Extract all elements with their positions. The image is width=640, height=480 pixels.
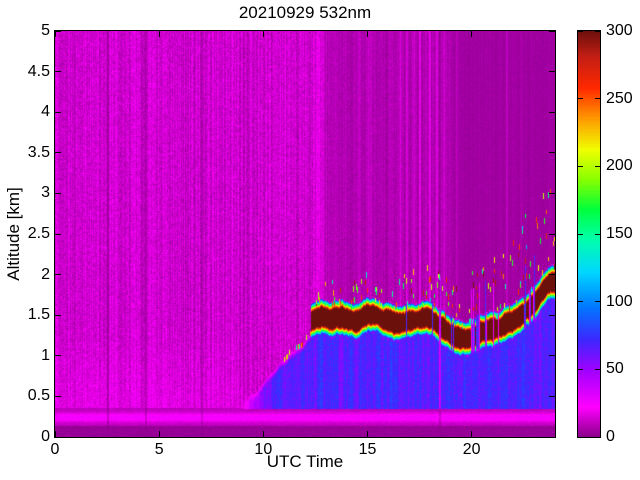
y-tick-label: 4 bbox=[41, 103, 50, 121]
y-tick-label: 2 bbox=[41, 265, 50, 283]
y-tick-label: 0 bbox=[41, 428, 50, 445]
x-tick-label: 20 bbox=[462, 441, 481, 458]
colorbar-tick-label: 0 bbox=[606, 428, 615, 445]
y-tick-label: 0.5 bbox=[27, 387, 50, 405]
colorbar-tick-label: 150 bbox=[606, 225, 633, 242]
x-tick-label: 5 bbox=[154, 441, 164, 458]
colorbar-tick-label: 50 bbox=[606, 360, 624, 378]
heatmap-canvas bbox=[55, 31, 555, 437]
x-tick-label: 15 bbox=[358, 441, 377, 458]
colorbar-tick-label: 250 bbox=[606, 89, 633, 107]
y-tick-label: 3 bbox=[41, 184, 50, 202]
y-tick-label: 1.5 bbox=[27, 306, 50, 324]
colorbar bbox=[577, 30, 601, 438]
y-tick-label: 3.5 bbox=[27, 143, 50, 161]
y-tick-label: 2.5 bbox=[27, 225, 50, 242]
x-tick-label: 0 bbox=[50, 441, 60, 458]
y-tick-label: 4.5 bbox=[27, 62, 50, 80]
y-tick-label: 1 bbox=[41, 346, 50, 364]
x-axis-label: UTC Time bbox=[266, 452, 344, 471]
x-tick-label: 10 bbox=[254, 441, 273, 458]
colorbar-tick-label: 200 bbox=[606, 157, 633, 175]
y-tick-label: 5 bbox=[41, 22, 50, 39]
colorbar-tick-label: 100 bbox=[606, 292, 633, 310]
plot-area bbox=[54, 30, 556, 438]
chart-title: 20210929 532nm bbox=[238, 3, 372, 22]
colorbar-canvas bbox=[578, 31, 600, 437]
colorbar-tick-label: 300 bbox=[606, 22, 633, 39]
